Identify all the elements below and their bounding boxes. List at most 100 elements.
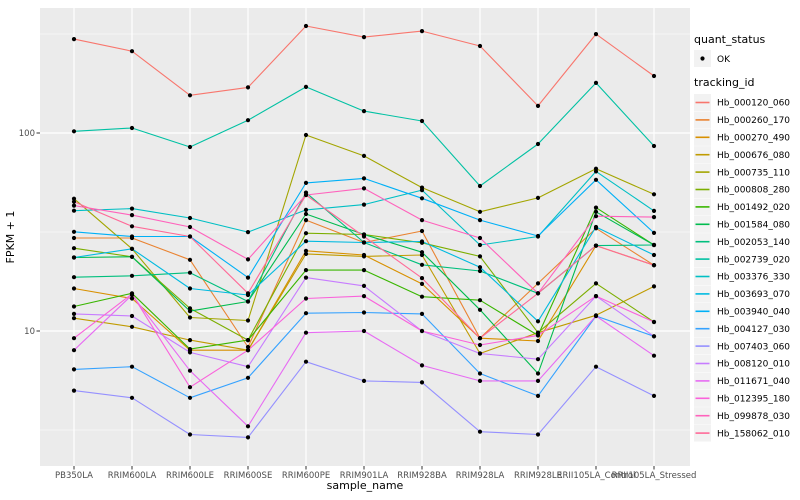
data-point <box>419 262 425 267</box>
data-point <box>303 268 309 273</box>
data-point <box>651 242 657 248</box>
data-point <box>361 310 367 315</box>
data-point <box>535 393 541 398</box>
data-point <box>71 235 77 241</box>
data-point <box>593 224 599 230</box>
data-point <box>129 234 135 239</box>
legend-label-ok: OK <box>717 55 731 65</box>
data-point <box>419 311 425 316</box>
data-point <box>477 429 483 434</box>
data-point <box>361 328 367 334</box>
data-point <box>71 316 77 321</box>
data-point <box>245 85 251 90</box>
data-point <box>71 37 77 42</box>
data-point <box>477 209 483 214</box>
x-axis-title: sample_name <box>327 479 404 492</box>
x-tick-label: RRIM600PE <box>282 471 330 481</box>
y-tick-label: 10 <box>24 327 35 337</box>
data-point <box>535 378 541 383</box>
data-point <box>303 239 309 244</box>
data-point <box>593 364 599 369</box>
legend-label-tracking-id: Hb_000260_170 <box>717 116 790 126</box>
x-tick-label: RRIM928BA <box>397 471 447 481</box>
data-point <box>419 228 425 234</box>
data-point <box>129 364 135 369</box>
data-point <box>419 363 425 368</box>
data-point <box>361 109 367 114</box>
data-point <box>245 230 251 235</box>
data-point <box>303 211 309 217</box>
data-point <box>129 291 135 296</box>
data-point <box>651 215 657 220</box>
data-point <box>187 315 193 320</box>
data-point <box>593 243 599 248</box>
data-point <box>419 380 425 385</box>
data-point <box>187 385 193 390</box>
data-point <box>419 188 425 193</box>
data-point <box>477 43 483 49</box>
data-point <box>593 281 599 286</box>
data-point <box>71 196 77 201</box>
data-point <box>187 368 193 373</box>
legend-label-tracking-id: Hb_000735_110 <box>717 168 790 178</box>
data-point <box>361 176 367 181</box>
data-point <box>593 214 599 219</box>
data-point <box>303 192 309 198</box>
legend-label-tracking-id: Hb_000270_490 <box>717 134 790 144</box>
data-point <box>593 169 599 174</box>
data-point <box>477 307 483 312</box>
data-point <box>129 206 135 211</box>
data-point <box>361 234 367 239</box>
data-point <box>245 344 251 350</box>
data-point <box>477 268 483 274</box>
data-point <box>535 357 541 362</box>
y-tick-label: 100 <box>19 129 35 139</box>
data-point <box>361 378 367 383</box>
data-point <box>187 93 193 98</box>
data-point <box>535 195 541 200</box>
data-point <box>651 334 657 339</box>
data-point <box>361 283 367 288</box>
data-point <box>71 388 77 393</box>
data-point <box>593 31 599 37</box>
data-point <box>535 319 541 324</box>
data-point <box>535 103 541 108</box>
data-point <box>477 242 483 248</box>
data-point <box>245 118 251 123</box>
data-point <box>651 393 657 398</box>
data-point <box>477 342 483 348</box>
data-point <box>419 250 425 255</box>
data-point <box>535 233 541 239</box>
legend-label-tracking-id: Hb_002739_020 <box>717 255 790 265</box>
data-point <box>361 240 367 245</box>
data-point <box>477 183 483 189</box>
data-point <box>129 313 135 319</box>
data-point <box>477 351 483 356</box>
data-point <box>477 265 483 270</box>
data-point <box>187 224 193 230</box>
legend-label-tracking-id: Hb_002053_140 <box>717 238 790 248</box>
data-point <box>71 286 77 291</box>
data-point <box>129 246 135 251</box>
data-point <box>651 192 657 197</box>
data-point <box>245 435 251 440</box>
data-point-layer <box>71 23 657 440</box>
data-point <box>71 229 77 234</box>
legend-label-tracking-id: Hb_001584_080 <box>717 221 790 231</box>
data-point <box>593 205 599 210</box>
data-point <box>361 35 367 40</box>
data-point <box>419 118 425 124</box>
data-point <box>419 294 425 299</box>
data-point <box>593 209 599 214</box>
legend-label-tracking-id: Hb_003376_330 <box>717 273 790 283</box>
data-point <box>303 132 309 138</box>
data-point <box>535 432 541 437</box>
data-point <box>129 324 135 329</box>
data-point <box>245 299 251 304</box>
data-point <box>71 255 77 260</box>
data-point <box>361 153 367 158</box>
data-point <box>303 207 309 212</box>
data-point <box>593 313 599 319</box>
data-point <box>245 338 251 343</box>
data-point <box>303 180 309 185</box>
